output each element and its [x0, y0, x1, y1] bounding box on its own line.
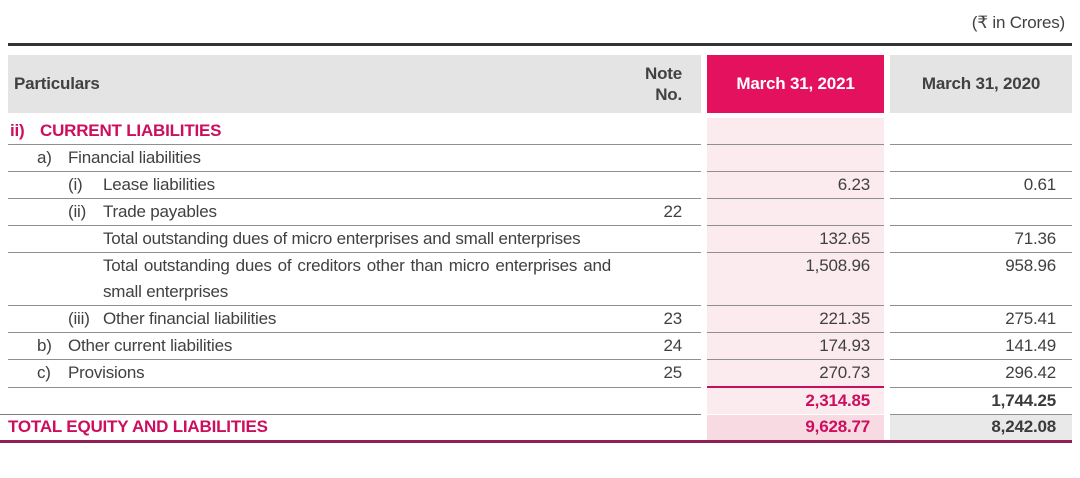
table-row: c) Provisions 25 270.73 296.42 — [0, 360, 1080, 388]
header-note-line2: No. — [655, 85, 682, 104]
value-2020-cell: 141.49 — [890, 333, 1072, 360]
row-label: Trade payables — [103, 202, 217, 221]
row-marker: c) — [37, 363, 51, 382]
value-2021-cell: 2,314.85 — [707, 388, 884, 415]
row-marker: b) — [37, 336, 52, 355]
value-2021-cell: 270.73 — [707, 360, 884, 388]
particulars-cell: Total outstanding dues of creditors othe… — [8, 253, 701, 306]
value-2021-cell — [707, 118, 884, 145]
note-number: 25 — [663, 363, 682, 382]
row-marker: a) — [37, 148, 52, 167]
header-particulars-cell: Particulars Note No. — [8, 55, 701, 113]
table-row: (i) Lease liabilities 6.23 0.61 — [0, 172, 1080, 199]
value-2020-cell: 275.41 — [890, 306, 1072, 333]
particulars-cell: b) Other current liabilities 24 — [8, 333, 701, 360]
table-row: Total outstanding dues of micro enterpri… — [0, 226, 1080, 253]
note-number: 22 — [663, 202, 682, 221]
value-2021-cell — [707, 199, 884, 226]
table-row: a) Financial liabilities — [0, 145, 1080, 172]
row-label: Total outstanding dues of micro enterpri… — [103, 229, 581, 248]
row-label: Total outstanding dues of creditors othe… — [103, 256, 611, 301]
header-particulars-label: Particulars — [14, 74, 100, 93]
value-2020-cell: 958.96 — [890, 253, 1072, 306]
units-note: (₹ in Crores) — [971, 13, 1065, 32]
particulars-cell: ii) CURRENT LIABILITIES — [8, 118, 701, 145]
row-label: Other current liabilities — [68, 336, 233, 355]
table-row: TOTAL EQUITY AND LIABILITIES 9,628.77 8,24… — [0, 415, 1080, 440]
particulars-cell: c) Provisions 25 — [8, 360, 701, 388]
row-label: Provisions — [68, 363, 145, 382]
header-march-2020-cell: March 31, 2020 — [890, 55, 1072, 113]
row-label: Financial liabilities — [68, 148, 201, 167]
row-label: Lease liabilities — [103, 175, 215, 194]
table-bottom-rule — [0, 440, 1072, 443]
row-marker: (i) — [68, 175, 83, 194]
value-2020-cell: 71.36 — [890, 226, 1072, 253]
value-2021-cell — [707, 145, 884, 172]
table-body: ii) CURRENT LIABILITIES a) Financial liabil… — [0, 118, 1080, 440]
table-row: (iii) Other financial liabilities 23 221.35… — [0, 306, 1080, 333]
particulars-cell: a) Financial liabilities — [8, 145, 701, 172]
value-2020-cell: 0.61 — [890, 172, 1072, 199]
value-2020-cell — [890, 199, 1072, 226]
table-row: Total outstanding dues of creditors othe… — [0, 253, 1080, 306]
row-marker: ii) — [10, 121, 25, 140]
particulars-cell — [0, 388, 701, 415]
value-2021-cell: 6.23 — [707, 172, 884, 199]
value-2021-cell: 221.35 — [707, 306, 884, 333]
particulars-cell: (iii) Other financial liabilities 23 — [8, 306, 701, 333]
table-row: b) Other current liabilities 24 174.93 141.4… — [0, 333, 1080, 360]
row-label: TOTAL EQUITY AND LIABILITIES — [8, 417, 268, 436]
value-2021-cell: 132.65 — [707, 226, 884, 253]
table-row: 2,314.85 1,744.25 — [0, 388, 1080, 415]
header-note-cell: Note No. — [645, 63, 701, 105]
note-number: 24 — [663, 336, 682, 355]
value-2020-cell — [890, 145, 1072, 172]
value-2021-cell: 174.93 — [707, 333, 884, 360]
particulars-cell: Total outstanding dues of micro enterpri… — [8, 226, 701, 253]
table-row: ii) CURRENT LIABILITIES — [0, 118, 1080, 145]
value-2020-cell: 8,242.08 — [890, 415, 1072, 440]
value-2020-cell: 296.42 — [890, 360, 1072, 388]
value-2020-cell — [890, 118, 1072, 145]
value-2020-cell: 1,744.25 — [890, 388, 1072, 415]
value-2021-cell: 1,508.96 — [707, 253, 884, 306]
particulars-cell: (i) Lease liabilities — [8, 172, 701, 199]
particulars-cell: (ii) Trade payables 22 — [8, 199, 701, 226]
row-label: Other financial liabilities — [103, 309, 277, 328]
particulars-cell: TOTAL EQUITY AND LIABILITIES — [8, 415, 701, 440]
header-note-line1: Note — [645, 64, 682, 83]
table-row: (ii) Trade payables 22 — [0, 199, 1080, 226]
value-2021-cell: 9,628.77 — [707, 415, 884, 440]
note-number: 23 — [663, 309, 682, 328]
row-marker: (ii) — [68, 202, 87, 221]
table-header-row: Particulars Note No. March 31, 2021 Marc… — [0, 55, 1080, 113]
table-top-rule — [8, 43, 1072, 46]
row-label: CURRENT LIABILITIES — [40, 121, 222, 140]
row-marker: (iii) — [68, 309, 90, 328]
header-march-2021-cell: March 31, 2021 — [707, 55, 884, 113]
